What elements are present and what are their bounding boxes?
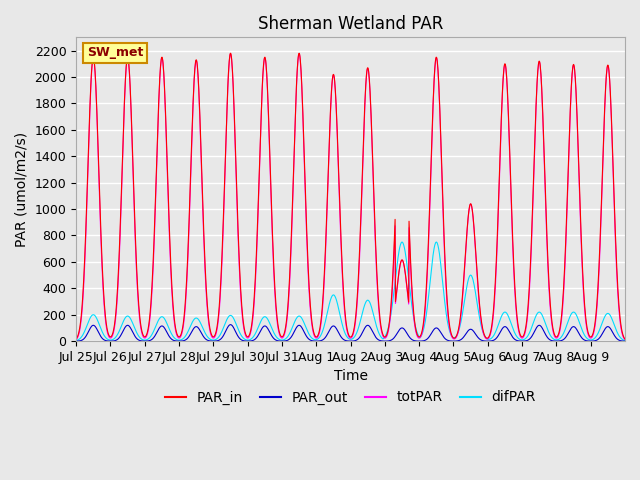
Title: Sherman Wetland PAR: Sherman Wetland PAR — [258, 15, 444, 33]
Y-axis label: PAR (umol/m2/s): PAR (umol/m2/s) — [15, 132, 29, 247]
Legend: PAR_in, PAR_out, totPAR, difPAR: PAR_in, PAR_out, totPAR, difPAR — [159, 385, 541, 410]
X-axis label: Time: Time — [333, 370, 367, 384]
Text: SW_met: SW_met — [87, 47, 143, 60]
